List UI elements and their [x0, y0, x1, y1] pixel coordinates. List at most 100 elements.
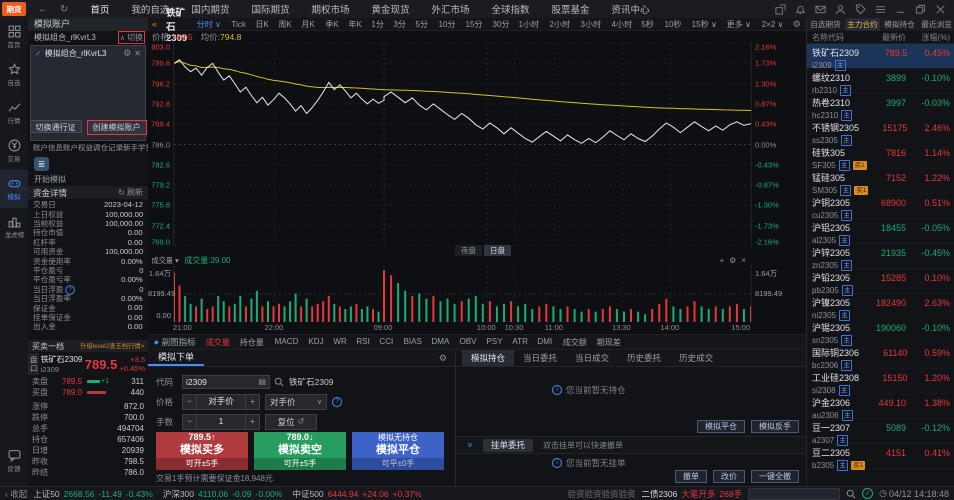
watchlist-row[interactable]: 工业硅2308 15150 1.20% si2308 主 [807, 369, 954, 396]
tab-account-info[interactable]: 账户信息 [33, 143, 63, 152]
watchlist-row[interactable]: 豆一2307 5089 -0.12% a2307 主 [807, 419, 954, 446]
watchlist-tab-最近浏览[interactable]: 最近浏览 [921, 20, 952, 29]
intraday-chart[interactable] [173, 43, 752, 246]
timeframe-日K[interactable]: 日K [255, 19, 269, 29]
timeframe-15秒[interactable]: 15秒 ∨ [691, 19, 717, 29]
indicator-成交量[interactable]: 成交量 [205, 337, 230, 347]
tab-rebalance-log[interactable]: 调仓记录 [93, 143, 123, 152]
menu-item-8[interactable]: 股票基金 [551, 5, 590, 16]
qty-reset-button[interactable]: 复位 ↺ [265, 413, 317, 430]
menu-item-0[interactable]: 首页 [90, 5, 110, 16]
timeframe-3分[interactable]: 3分 [393, 19, 406, 29]
tab-account-equity[interactable]: 账户权益 [63, 143, 93, 152]
watchlist-row[interactable]: 螺纹2310 3899 -0.10% rb2310 主 [807, 69, 954, 96]
rail-item-trade[interactable]: 交易 [0, 132, 28, 170]
positions-tab-模拟持仓[interactable]: 模拟持仓 [462, 350, 515, 366]
watchlist-row[interactable]: 沪铅2305 15285 0.10% pb2305 主 [807, 269, 954, 296]
indicator-CCI[interactable]: CCI [379, 336, 394, 346]
rail-item-quotes[interactable]: 行情 [0, 94, 28, 132]
search-input[interactable] [748, 487, 841, 500]
watchlist-row[interactable]: 不锈钢2305 15175 2.46% ss2305 主 [807, 119, 954, 146]
close-pane-icon[interactable]: × [741, 256, 746, 265]
indicator-ATR[interactable]: ATR [512, 336, 528, 346]
menu-item-6[interactable]: 外汇市场 [431, 5, 470, 16]
indicator-成交额[interactable]: 成交额 [562, 337, 587, 347]
sim-close-position-button[interactable]: 模拟无持仓 模拟平仓 可平±0手 [352, 432, 444, 470]
timeframe-Tick[interactable]: Tick [231, 19, 246, 29]
sim-sell-short-button[interactable]: 789.0↓ 模拟卖空 可开±5手 [254, 432, 346, 470]
restore-icon[interactable] [915, 4, 926, 15]
timeframe-分时[interactable]: 分时 ∨ [196, 19, 222, 29]
timeframe-季K[interactable]: 季K [324, 19, 339, 29]
expand-pending-icon[interactable]: » [465, 442, 476, 448]
rail-item-home[interactable]: 首页 [0, 18, 28, 56]
night-session-tab[interactable]: 夜盘 [455, 245, 482, 256]
minimize-icon[interactable] [895, 4, 906, 15]
rail-item-watchlist[interactable]: 自选 [0, 56, 28, 94]
watchlist-row[interactable]: 国际铜2306 61140 0.59% bc2306 主 [807, 344, 954, 371]
volume-indicator-select[interactable]: 成交量 ▾ [151, 256, 179, 265]
watchlist-row[interactable]: 热卷2310 3997 -0.03% hc2310 主 [807, 94, 954, 121]
menu-item-5[interactable]: 黄金现货 [371, 5, 410, 16]
refresh-icon[interactable]: ↻ [60, 3, 69, 15]
indicator-持仓量[interactable]: 持仓量 [239, 337, 265, 347]
watchlist-row[interactable]: 沪锌2305 21935 -0.45% zn2305 主 [807, 244, 954, 271]
chart-settings-gear-icon[interactable]: ⚙ [792, 18, 801, 29]
tab-beginner-school[interactable]: 新手学堂 [123, 143, 153, 152]
volume-chart[interactable] [173, 266, 752, 322]
price-value[interactable]: 对手价 [208, 395, 234, 406]
indicator-RSI[interactable]: RSI [356, 336, 370, 346]
positions-tab-当日成交[interactable]: 当日成交 [575, 353, 610, 363]
tab-sim-order[interactable]: 模拟下单 [148, 350, 205, 366]
indicator-MACD[interactable]: MACD [274, 336, 299, 346]
indicator-DMI[interactable]: DMI [537, 336, 553, 346]
indicator-期现差[interactable]: 期现差 [597, 337, 622, 347]
timeframe-周K[interactable]: 周K [278, 19, 292, 29]
watchlist-row[interactable]: 沪金2306 449.10 1.38% au2306 主 [807, 394, 954, 421]
watchlist-row[interactable]: 硅铁305 7816 1.14% SF305 主买1 [807, 144, 954, 171]
timeframe-15分[interactable]: 15分 [464, 19, 483, 29]
notification-bell-icon[interactable] [795, 4, 806, 15]
menu-item-4[interactable]: 期权市场 [311, 5, 350, 16]
bid-row[interactable]: 买盘 789.0 440 [32, 388, 144, 397]
watchlist-row[interactable]: 锰硅305 7152 1.22% SM305 主买1 [807, 169, 954, 196]
qty-minus-button[interactable]: − [183, 414, 197, 429]
close-icon[interactable] [935, 4, 946, 15]
timeframe-5秒[interactable]: 5秒 [641, 19, 655, 29]
menu-item-1[interactable]: 我的自选 [131, 5, 170, 16]
timeframe-3小时[interactable]: 3小时 [580, 19, 602, 29]
price-plus-button[interactable]: + [245, 394, 259, 409]
menu-item-9[interactable]: 资讯中心 [611, 5, 650, 16]
timeframe-年K[interactable]: 年K [348, 19, 362, 29]
timeframe-1小时[interactable]: 1小时 [519, 19, 540, 29]
contract-code-input[interactable]: i2309 ▤ [182, 374, 270, 389]
positions-tab-当日委托[interactable]: 当日委托 [523, 353, 558, 363]
price-help-icon[interactable]: ? [332, 396, 342, 407]
sim-close-button[interactable]: 模拟平仓 [697, 420, 745, 433]
promo-tag-icon[interactable] [855, 3, 866, 15]
indicator-DMA[interactable]: DMA [431, 336, 450, 346]
timeframe-5分[interactable]: 5分 [415, 19, 429, 29]
timeframe-4小时[interactable]: 4小时 [611, 19, 632, 29]
sim-reverse-button[interactable]: 模拟反手 [751, 420, 799, 433]
cancel-order-button[interactable]: 撤单 [675, 470, 707, 483]
back-icon[interactable]: ← [38, 3, 48, 15]
day-session-tab[interactable]: 日盘 [484, 245, 511, 256]
watchlist-row[interactable]: 沪锡2305 190060 -0.10% sn2305 主 [807, 319, 954, 346]
menu-item-2[interactable]: 国内期货 [191, 5, 230, 16]
collapse-statusbar-button[interactable]: ‹ 收起 [5, 488, 28, 499]
cancel-all-button[interactable]: 一键全撤 [751, 470, 799, 483]
timeframe-更多[interactable]: 更多 ∨ [726, 19, 752, 29]
message-icon[interactable] [815, 4, 826, 15]
create-sim-account-button[interactable]: 创建模拟账户 [87, 121, 146, 134]
price-type-select[interactable]: 对手价 ∨ [265, 393, 327, 410]
menu-item-3[interactable]: 国际期货 [251, 5, 290, 16]
collapse-switch-highlight[interactable]: ∧ 切换 [117, 31, 145, 44]
indicator-WR[interactable]: WR [333, 336, 347, 346]
watchlist-row[interactable]: 沪镍2305 182490 2.63% ni2305 主 [807, 294, 954, 321]
timeframe-月K[interactable]: 月K [301, 19, 316, 29]
timeframe-30分[interactable]: 30分 [491, 19, 510, 29]
watchlist-tab-模拟持仓[interactable]: 模拟持仓 [884, 20, 915, 29]
big-order-alert[interactable]: 二债2306 大笔开多 268手 [641, 488, 743, 499]
upgrade-level2-link[interactable]: 升级level2查五档行情> [79, 343, 144, 350]
